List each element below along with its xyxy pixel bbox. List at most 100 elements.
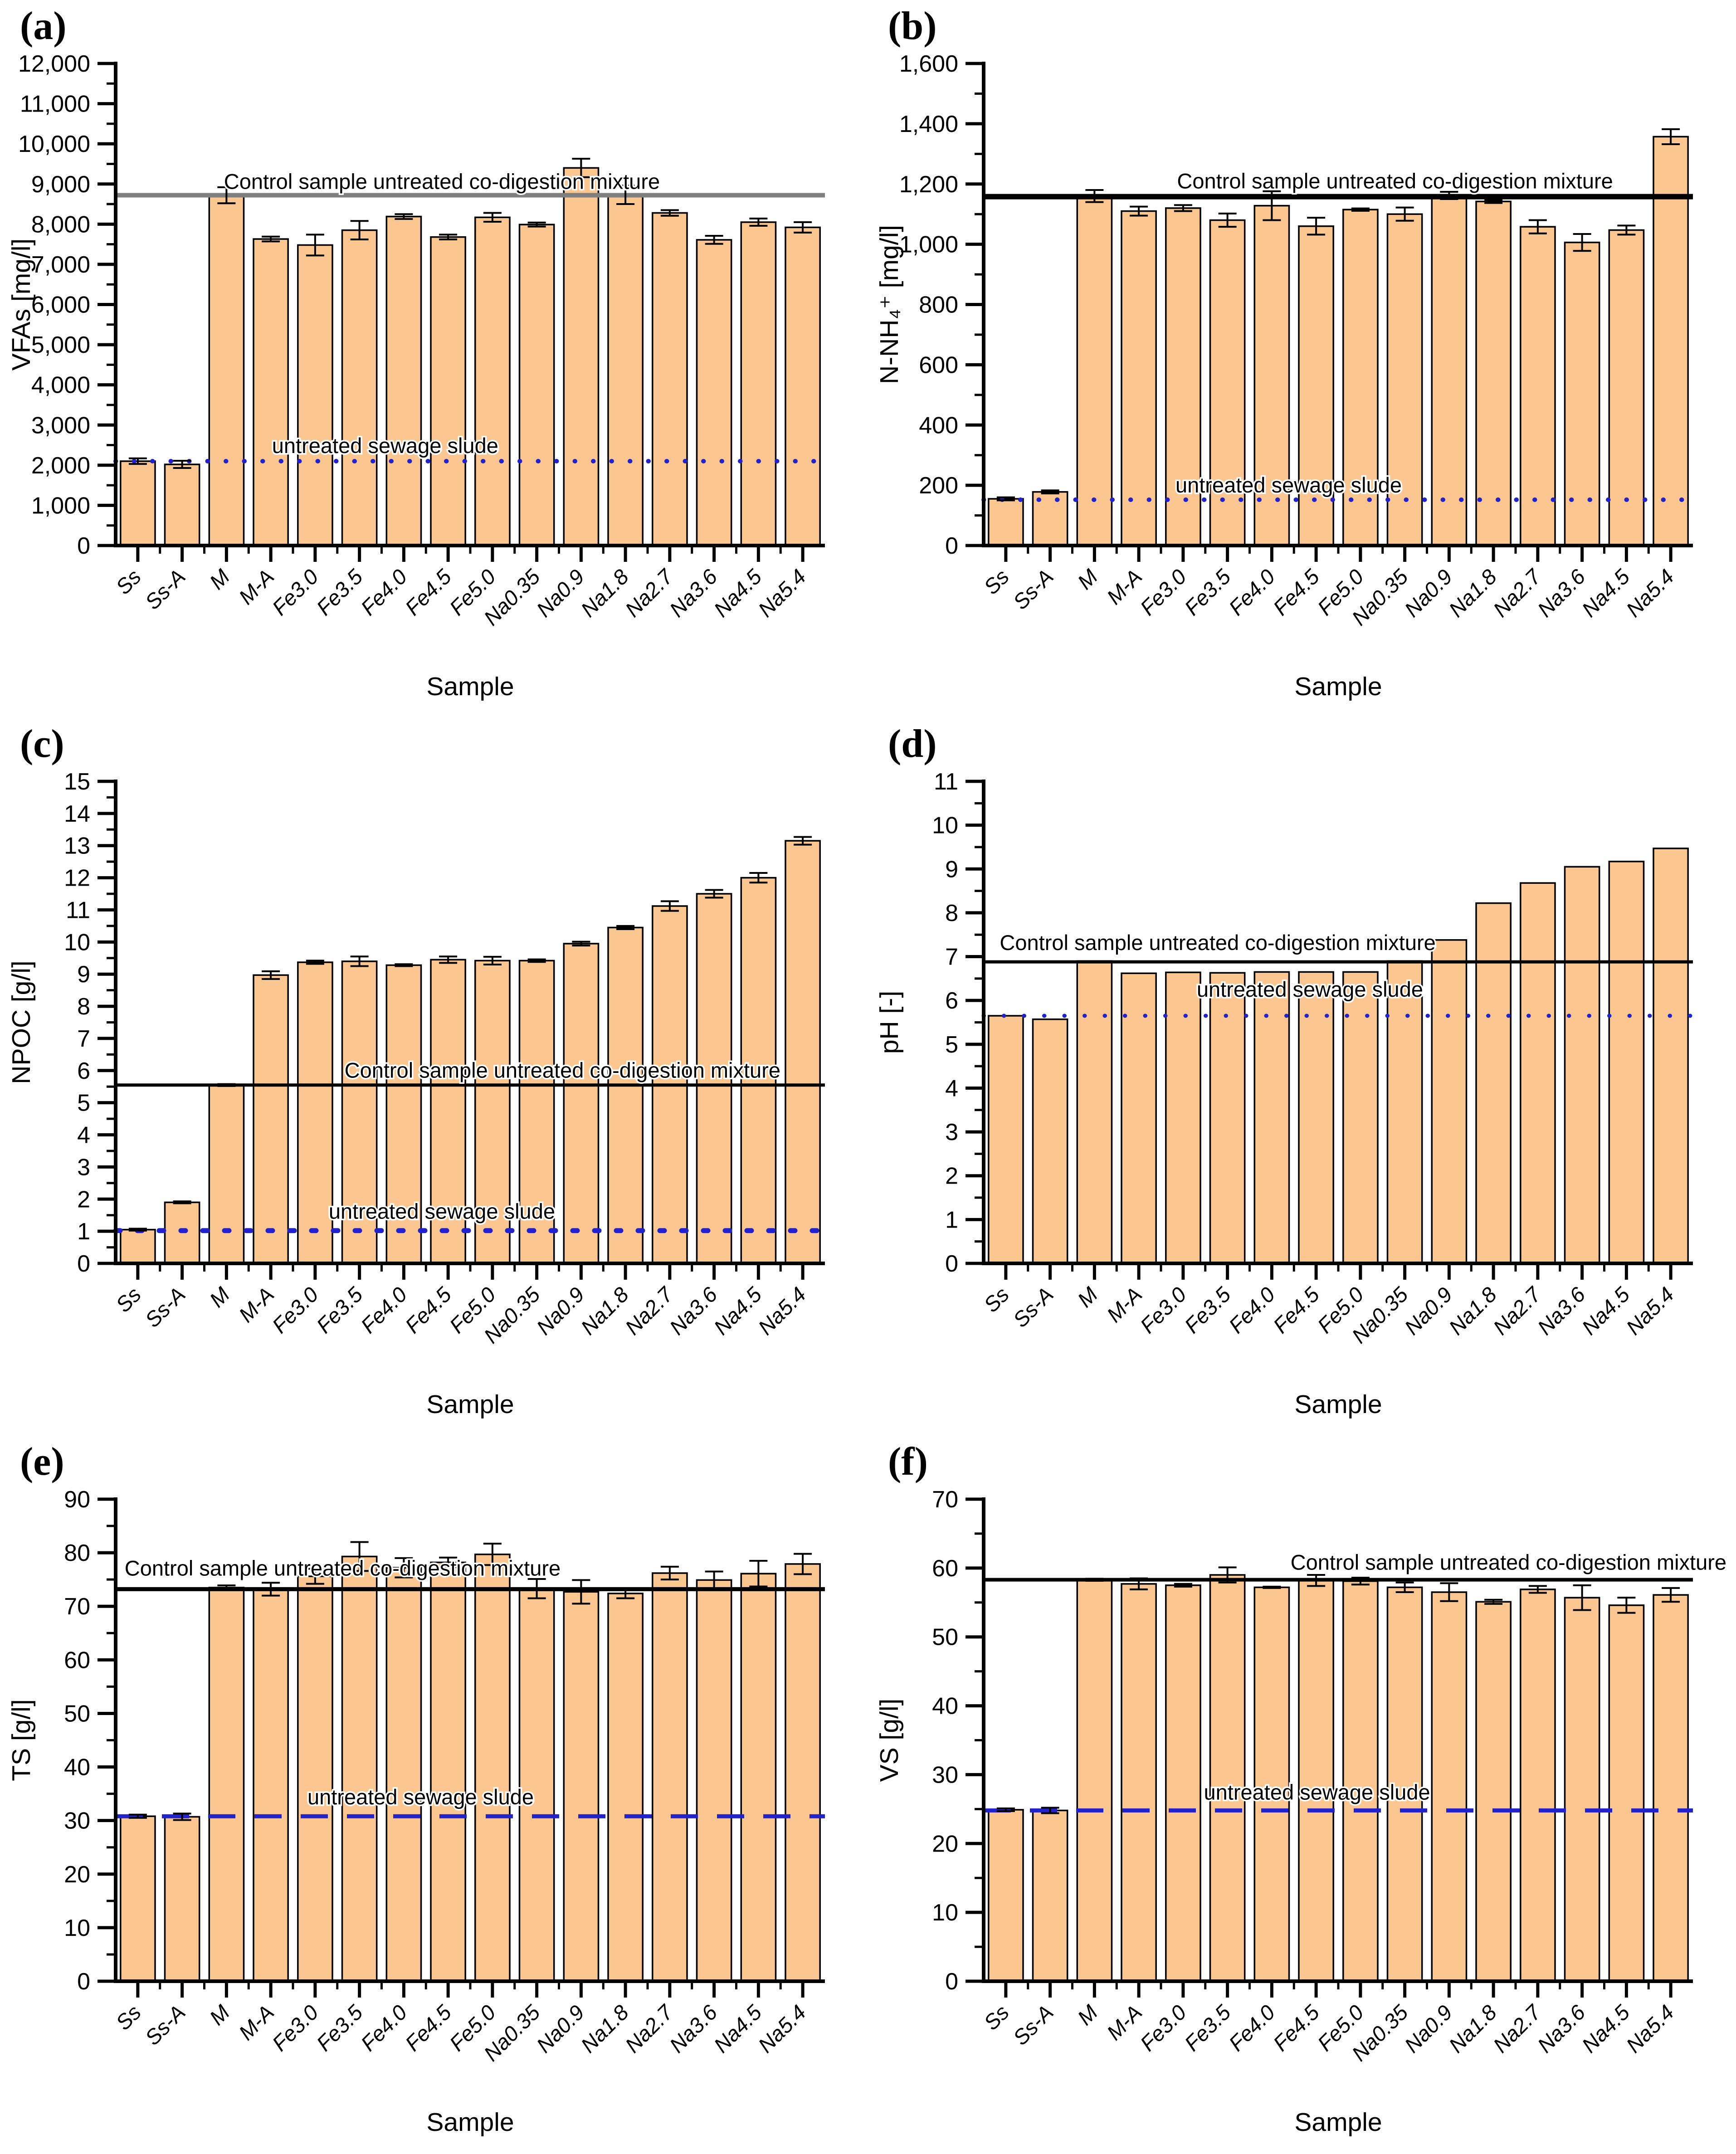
bar (652, 212, 688, 546)
x-tick-label: Na4.5 (1577, 2000, 1634, 2057)
vs-bar-chart: 0 10 20 30 40 50 60 70 Ss Ss-A M M-A Fe3.0 Fe3.5 Fe4.0… (868, 1436, 1736, 2154)
bar (1653, 848, 1689, 1264)
bar (1520, 226, 1556, 546)
bar (1564, 866, 1600, 1264)
y-tick-label: 200 (919, 473, 958, 499)
y-tick-label: 1,000 (899, 232, 958, 258)
bar (988, 1015, 1024, 1264)
x-tick-label: Na5.4 (1621, 1282, 1678, 1340)
x-tick-label: Ss (979, 565, 1014, 599)
x-tick-label: Fe3.0 (267, 2000, 322, 2056)
x-axis-title: Sample (1294, 1390, 1382, 1419)
bar (208, 1587, 245, 1982)
y-tick-label: 9 (77, 961, 90, 988)
x-tick-label: Ss-A (1008, 565, 1058, 614)
bar (1121, 1583, 1157, 1982)
sludge-line-label: untreated sewage slude (307, 1785, 534, 1809)
y-tick-label: 40 (932, 1693, 958, 1720)
bar (518, 960, 555, 1264)
x-axis-title: Sample (426, 1390, 514, 1419)
y-tick-label: 15 (64, 769, 90, 795)
bar (740, 1573, 777, 1982)
vfas-bar-chart: 0 1,000 2,000 3,000 4,000 5,000 6,000 7,000 8,00… (0, 0, 868, 718)
npoc-bar-chart: 0 1 2 3 4 5 6 7 8 9 10 11 12 13 14 15 Ss Ss-A M M-A Fe3.0 Fe3… (0, 718, 868, 1436)
x-tick-label: Ss-A (140, 2000, 190, 2050)
bar (1386, 213, 1423, 546)
y-tick-label: 13 (64, 833, 90, 859)
bar (607, 194, 644, 546)
x-tick-label: M (205, 1282, 234, 1312)
x-tick-label: Ss (111, 565, 146, 599)
bar (696, 239, 732, 546)
x-tick-label: Na2.7 (620, 1282, 678, 1339)
bar (430, 1561, 466, 1982)
x-tick-label: Na3.6 (1533, 2000, 1590, 2057)
y-tick-label: 800 (919, 292, 958, 318)
x-axis-title: Sample (1294, 672, 1382, 701)
bar (253, 238, 289, 546)
x-tick-label: Fe3.5 (312, 564, 367, 620)
bar (1386, 1586, 1423, 1982)
y-tick-label: 9 (945, 856, 958, 882)
x-tick-label: Fe3.5 (1180, 1282, 1235, 1338)
bar (1165, 1584, 1201, 1982)
bar (385, 964, 422, 1264)
bar (1165, 971, 1201, 1264)
sludge-line-label: untreated sewage slude (1175, 473, 1402, 497)
bar (341, 229, 378, 546)
y-tick-label: 2 (77, 1186, 90, 1213)
x-tick-label: Ss-A (1008, 2000, 1058, 2050)
bar (1653, 1594, 1689, 1982)
x-tick-label: Na1.8 (1444, 1282, 1501, 1340)
y-tick-label: 600 (919, 352, 958, 378)
x-tick-label: Na0.9 (1400, 1282, 1457, 1340)
x-tick-label: Na3.6 (1533, 564, 1590, 622)
bar (1209, 1574, 1246, 1982)
panel-b-letter: (b) (888, 4, 937, 48)
y-tick-label: 9,000 (31, 171, 90, 198)
bar (696, 1579, 732, 1982)
bar (430, 959, 466, 1264)
panel-a-letter: (a) (20, 4, 67, 48)
y-tick-label: 1 (945, 1207, 958, 1233)
x-tick-label: Ss-A (140, 1282, 190, 1332)
bar (785, 226, 821, 546)
y-tick-label: 10 (64, 1915, 90, 1941)
x-tick-label: Fe4.5 (400, 564, 456, 620)
bar (1298, 1579, 1334, 1982)
y-tick-label: 2,000 (31, 453, 90, 479)
bar (1475, 1601, 1512, 1982)
error-bars (996, 1566, 1680, 1814)
y-tick-label: 400 (919, 412, 958, 439)
x-tick-label: Na2.7 (620, 1999, 678, 2057)
y-tick-label: 14 (64, 801, 90, 827)
y-tick-label: 3 (945, 1119, 958, 1145)
y-tick-label: 0 (77, 1969, 90, 1995)
bar (297, 961, 333, 1264)
bar (518, 1588, 555, 1982)
y-tick-label: 10 (932, 813, 958, 839)
bar (430, 236, 466, 546)
bar (1253, 971, 1290, 1264)
bar (341, 1555, 378, 1982)
bar (1520, 882, 1556, 1264)
y-axis-title: pH [-] (875, 991, 904, 1054)
y-tick-label: 8,000 (31, 211, 90, 238)
bar (1342, 971, 1379, 1264)
x-tick-label: Na5.4 (753, 1282, 810, 1340)
x-tick-label: Fe4.0 (1224, 1282, 1279, 1338)
x-tick-label: Ss-A (1008, 1282, 1058, 1332)
y-tick-label: 6,000 (31, 292, 90, 318)
bar (785, 1563, 821, 1982)
error-bars (128, 836, 812, 1232)
bar (1032, 1018, 1068, 1264)
bar (740, 877, 777, 1264)
y-tick-label: 1 (77, 1218, 90, 1245)
sludge-line-label: untreated sewage slude (329, 1199, 555, 1223)
chart-svg: 0 1,000 2,000 3,000 4,000 5,000 6,000 7,000 8,00… (7, 51, 827, 701)
y-axis-title: NPOC [g/l] (7, 960, 36, 1084)
x-tick-label: Na4.5 (709, 2000, 766, 2057)
